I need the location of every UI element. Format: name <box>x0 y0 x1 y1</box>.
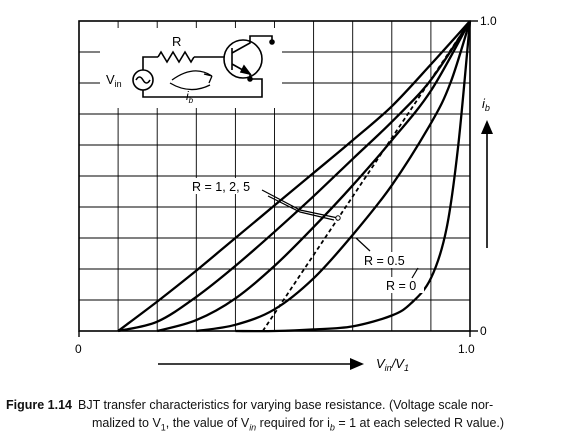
annotation-r125: R = 1, 2, 5 <box>192 180 250 194</box>
caption-line2-a: malized to V <box>92 416 161 430</box>
series-line-0 <box>117 20 471 332</box>
figure-caption: Figure 1.14 BJT transfer characteristics … <box>6 396 564 437</box>
series-line-2 <box>156 20 472 333</box>
annotation-r125-leader-a <box>261 189 339 219</box>
source-label-main: V <box>106 72 115 87</box>
series-line-5 <box>262 20 471 332</box>
caption-label: Figure 1.14 <box>6 398 72 412</box>
annotation-r05-leader <box>355 237 371 252</box>
emitter-node <box>247 76 253 82</box>
annotation-r0-bg <box>384 277 424 293</box>
annotation-r125-point <box>335 215 341 221</box>
y-tick-label-0: 0 <box>480 324 487 338</box>
resistor-label: R <box>172 34 181 49</box>
y-tick-label-1: 1.0 <box>480 14 497 28</box>
caption-line2-b: , the value of V <box>165 416 250 430</box>
y-axis-label-sub: b <box>485 103 490 113</box>
series-line-3 <box>196 20 472 333</box>
series-line-4 <box>235 20 472 333</box>
voltage-source-sine <box>135 76 151 84</box>
x-axis-label-sub2: 1 <box>404 363 409 373</box>
inset-current-sub: b <box>189 96 194 105</box>
chart-curves <box>117 20 472 333</box>
emitter-arrow <box>239 64 252 76</box>
transistor-body <box>223 39 263 79</box>
caption-line2-c: required for i <box>256 416 330 430</box>
inset-current-label: ib <box>186 89 194 105</box>
x-axis-label-sub: in <box>385 363 392 373</box>
annotation-r0-leader <box>411 267 419 279</box>
annotation-r0: R = 0 <box>386 279 416 293</box>
y-axis-label: ib <box>482 96 490 113</box>
source-label: Vin <box>106 72 122 89</box>
series-line-1 <box>117 20 471 333</box>
current-loop-arrow <box>171 70 213 84</box>
caption-line1: BJT transfer characteristics for varying… <box>78 398 494 412</box>
annotation-r05: R = 0.5 <box>364 254 405 268</box>
annotation-r125-bg <box>190 178 262 194</box>
source-label-sub: in <box>115 79 122 89</box>
x-tick-label-1: 1.0 <box>458 342 475 356</box>
x-axis-arrow-head <box>350 358 364 370</box>
annotation-r05-bg <box>362 252 408 268</box>
caption-line2-sub3: b <box>329 422 335 433</box>
resistor-symbol <box>157 50 195 64</box>
x-axis-label: Vin/V1 <box>376 356 409 373</box>
current-loop-tail <box>169 82 211 91</box>
transistor-collector <box>231 35 273 54</box>
caption-line2-sub: 1 <box>160 422 166 433</box>
x-axis-label-sep: /V <box>391 356 406 371</box>
x-tick-label-0: 0 <box>75 342 82 356</box>
y-axis-label-main: i <box>482 96 486 111</box>
annotation-r125-leader-b <box>267 195 335 221</box>
y-axis-arrow-head <box>481 120 493 134</box>
circuit-inset <box>100 28 282 108</box>
caption-line2-d: = 1 at each selected R value.) <box>334 416 505 430</box>
caption-line2-sub2: in <box>249 422 257 433</box>
x-axis-label-main: V <box>376 356 386 371</box>
collector-terminal <box>269 39 275 45</box>
inset-current-main: i <box>186 89 189 103</box>
caption-line2: malized to V1, the value of Vin required… <box>6 414 564 437</box>
source-top-wire <box>142 56 158 70</box>
